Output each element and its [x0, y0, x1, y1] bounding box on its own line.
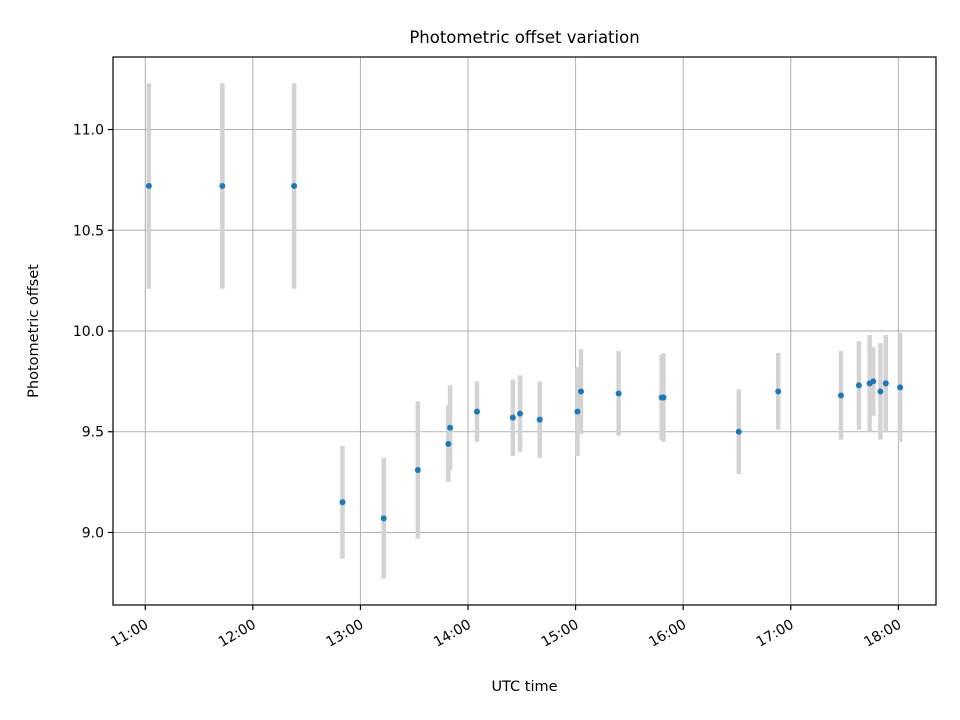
data-point: [870, 378, 877, 385]
data-point: [877, 388, 884, 395]
y-tick-label: 11.0: [73, 123, 104, 139]
data-point: [660, 394, 667, 401]
x-axis-label: UTC time: [491, 679, 557, 695]
data-point: [855, 382, 862, 389]
data-point: [517, 410, 524, 417]
data-point: [574, 408, 581, 415]
y-tick-label: 10.5: [73, 223, 104, 239]
y-tick-label: 10.0: [73, 324, 104, 340]
data-point: [577, 388, 584, 395]
data-point: [615, 390, 622, 397]
data-point: [380, 515, 387, 522]
data-point: [414, 467, 421, 474]
data-point: [145, 182, 152, 189]
data-points: [145, 182, 904, 522]
data-point: [897, 384, 904, 391]
data-point: [882, 380, 889, 387]
y-axis-label: Photometric offset: [26, 264, 42, 398]
chart-title: Photometric offset variation: [409, 28, 639, 47]
data-point: [509, 414, 516, 421]
y-axis-ticks: 9.0 9.5 10.0 10.5 11.0: [73, 123, 113, 541]
y-tick-label: 9.0: [82, 525, 104, 541]
data-point: [837, 392, 844, 399]
data-point: [447, 424, 454, 431]
data-point: [339, 499, 346, 506]
data-point: [735, 428, 742, 435]
data-point: [445, 440, 452, 447]
data-point: [536, 416, 543, 423]
data-point: [291, 182, 298, 189]
grid: [113, 57, 936, 605]
y-tick-label: 9.5: [82, 425, 104, 441]
data-point: [219, 182, 226, 189]
data-point: [775, 388, 782, 395]
data-point: [473, 408, 480, 415]
